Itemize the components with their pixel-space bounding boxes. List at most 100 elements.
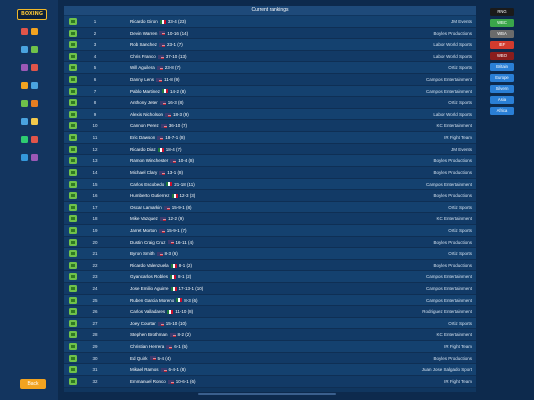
sidebar-app-icon[interactable] [21,28,28,36]
boxer-name-cell[interactable]: Ruben Garcia Moreno 8-3 (6) [130,295,198,306]
boxer-card-icon[interactable] [69,168,77,176]
boxer-name-cell[interactable]: Mike Vazquez 12-2 (9) [130,213,184,224]
filter-button-ibf[interactable]: IBF [490,41,514,49]
sidebar-app-icon[interactable] [21,82,28,90]
table-row[interactable]: 13 Ramon Winchester 10-4 (8) Boyles Product… [64,155,476,167]
sidebar-app-icon[interactable] [31,136,38,144]
sidebar-app-icon[interactable] [31,28,38,36]
boxer-name-cell[interactable]: Ricardo Diaz 18-4 (7) [130,144,182,155]
table-row[interactable]: 22 Ricardo Valenzuela 8-1 (2) Boyles Produc… [64,259,476,272]
filter-button-wbc[interactable]: WBC [490,19,514,27]
sidebar-app-icon[interactable] [31,64,38,72]
boxer-card-icon[interactable] [69,250,77,258]
table-row[interactable]: 2 Devin Warren 10-16 (14) Boyles Production… [64,27,476,40]
boxer-card-icon[interactable] [69,64,77,72]
table-row[interactable]: 25 Ruben Garcia Moreno 8-3 (6) Campos Enter… [64,294,476,307]
table-row[interactable]: 30 Ed Quirk 5-4 (4) Boyles Productions [64,352,476,365]
boxer-name-cell[interactable]: Joey Courtar 15-10 (10) [130,318,187,329]
boxer-name-cell[interactable]: Jarret Morton 15-9-1 (7) [130,225,187,236]
filter-button-silvern[interactable]: Silvern [490,85,514,93]
boxer-card-icon[interactable] [69,331,77,339]
boxer-card-icon[interactable] [69,354,77,362]
table-row[interactable]: 28 Stephen Brothman 8-2 (2) KC Entertainmen… [64,329,476,342]
boxer-name-cell[interactable]: Gyancarlos Robles 8-1 (2) [130,271,191,282]
table-row[interactable]: 17 Oscar Lamarkin 15-9-1 (8) Ortiz Sports [64,201,476,214]
filter-button-europe[interactable]: Europe [490,74,514,82]
filter-button-asia[interactable]: Asia [490,96,514,104]
boxer-card-icon[interactable] [69,261,77,269]
boxer-name-cell[interactable]: Ed Quirk 5-4 (4) [130,353,171,364]
boxer-name-cell[interactable]: Ricardo Valenzuela 8-1 (2) [130,260,192,271]
boxer-card-icon[interactable] [69,41,77,49]
boxer-name-cell[interactable]: Danny Lens 11-8 (9) [130,74,179,85]
table-row[interactable]: 14 Michael Clary 13-1 (8) Boyles Production… [64,166,476,179]
table-row[interactable]: 27 Joey Courtar 15-10 (10) Ortiz Sports [64,317,476,330]
boxer-name-cell[interactable]: Carlos Escobedo 21-18 (11) [130,179,195,190]
table-row[interactable]: 29 Christian Herrera 6-1 (5) IR Fight Team [64,341,476,353]
boxer-name-cell[interactable]: Will Aguilera 23-8 (7) [130,62,181,73]
table-row[interactable]: 23 Gyancarlos Robles 8-1 (2) Campos Enterta… [64,271,476,284]
boxer-name-cell[interactable]: Stephen Brothman 8-2 (2) [130,329,191,340]
boxer-card-icon[interactable] [69,29,77,37]
filter-button-wba[interactable]: WBA [490,30,514,38]
table-row[interactable]: 8 Anthony Jeter 16-3 (8) Ortiz Sports [64,97,476,109]
sidebar-app-icon[interactable] [21,46,28,54]
boxer-name-cell[interactable]: Humberto Gutierrez 12-3 (3) [130,190,195,201]
table-row[interactable]: 7 Pablo Martinez 14-2 (8) Campos Entertainm… [64,85,476,98]
filter-button-rng[interactable]: RNG [490,8,514,16]
sidebar-app-icon[interactable] [21,64,28,72]
boxer-name-cell[interactable]: Ramon Winchester 10-4 (8) [130,155,194,166]
table-row[interactable]: 20 Dustin Craig Cruz 16-11 (4) Boyles Produ… [64,236,476,249]
filter-button-britain[interactable]: Britain [490,63,514,71]
table-row[interactable]: 6 Danny Lens 11-8 (9) Campos Entertainment [64,74,476,86]
sidebar-app-icon[interactable] [31,100,38,108]
sidebar-app-icon[interactable] [21,136,28,144]
boxer-card-icon[interactable] [69,273,77,281]
table-row[interactable]: 21 Byron Smith 8-3 (6) Ortiz Sports [64,248,476,260]
boxer-name-cell[interactable]: Chris Franco 37-10 (13) [130,51,187,62]
table-row[interactable]: 1 Ricardo Giron 33-4 (23) JM Events [64,16,476,28]
table-row[interactable]: 5 Will Aguilera 23-8 (7) Ortiz Sports [64,62,476,75]
scrollbar[interactable] [198,393,336,395]
boxer-card-icon[interactable] [69,110,77,118]
boxer-card-icon[interactable] [69,87,77,95]
table-row[interactable]: 4 Chris Franco 37-10 (13) Labor World Sport… [64,50,476,63]
filter-button-wbo[interactable]: WBO [490,52,514,60]
boxer-name-cell[interactable]: Pablo Martinez 14-2 (8) [130,86,186,97]
boxer-card-icon[interactable] [69,308,77,316]
boxer-name-cell[interactable]: Mikael Ramos 6-4-1 (8) [130,364,186,375]
boxer-card-icon[interactable] [69,319,77,327]
boxer-card-icon[interactable] [69,203,77,211]
table-row[interactable]: 11 Eric Dawson 18-7-1 (8) IR Fight Team [64,132,476,144]
boxer-name-cell[interactable]: Jose Emilio Aguirre 17-13-1 (10) [130,283,203,294]
boxer-card-icon[interactable] [69,285,77,293]
table-row[interactable]: 16 Humberto Gutierrez 12-3 (3) Boyles Produ… [64,190,476,202]
boxer-name-cell[interactable]: Byron Smith 8-3 (6) [130,248,178,259]
boxer-name-cell[interactable]: Ricardo Giron 33-4 (23) [130,16,186,27]
boxer-name-cell[interactable]: Rob Sanchez 23-1 (7) [130,39,183,50]
boxer-card-icon[interactable] [69,122,77,130]
table-row[interactable]: 24 Jose Emilio Aguirre 17-13-1 (10) Campos … [64,283,476,295]
sidebar-app-icon[interactable] [31,154,38,162]
filter-button-africa[interactable]: Africa [490,107,514,115]
sidebar-app-icon[interactable] [31,46,38,54]
boxer-name-cell[interactable]: Devin Warren 10-16 (14) [130,28,188,39]
boxer-name-cell[interactable]: Dustin Craig Cruz 16-11 (4) [130,237,193,248]
sidebar-app-icon[interactable] [31,118,38,126]
boxer-name-cell[interactable]: Oscar Lamarkin 15-9-1 (8) [130,202,192,213]
table-row[interactable]: 32 Emmanuel Ronco 10-6-1 (6) IR Fight Team [64,375,476,388]
back-button[interactable]: Back [20,379,46,389]
table-row[interactable]: 12 Ricardo Diaz 18-4 (7) JM Events [64,143,476,156]
table-row[interactable]: 31 Mikael Ramos 6-4-1 (8) Juan Jose Salgado… [64,364,476,376]
boxer-card-icon[interactable] [69,76,77,84]
sidebar-app-icon[interactable] [21,118,28,126]
boxer-card-icon[interactable] [69,366,77,374]
boxer-card-icon[interactable] [69,99,77,107]
boxer-card-icon[interactable] [69,192,77,200]
boxer-card-icon[interactable] [69,157,77,165]
boxer-card-icon[interactable] [69,296,77,304]
boxer-card-icon[interactable] [69,215,77,223]
boxer-name-cell[interactable]: Carlos Valladares 11-10 (8) [130,306,193,317]
boxer-card-icon[interactable] [69,52,77,60]
table-row[interactable]: 3 Rob Sanchez 23-1 (7) Labor World Sports [64,39,476,51]
